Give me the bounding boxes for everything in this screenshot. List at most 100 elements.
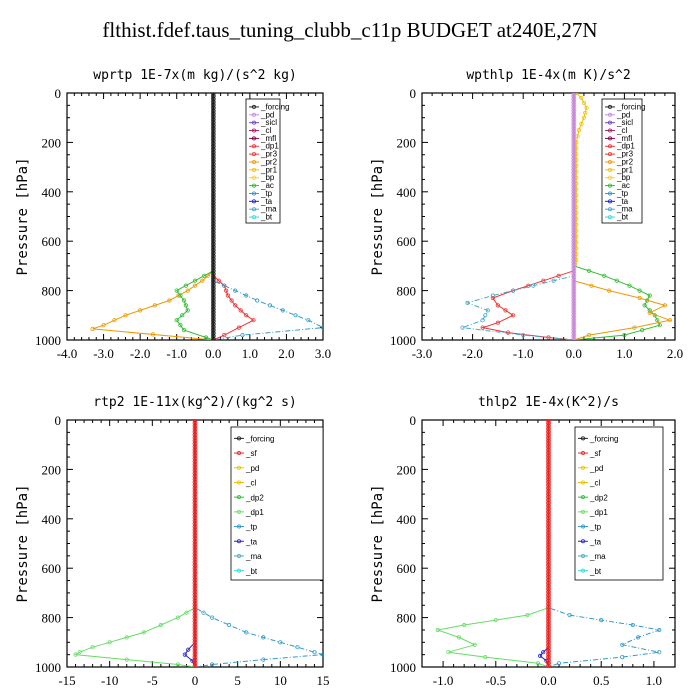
data-point — [495, 303, 500, 308]
legend-marker — [581, 539, 586, 544]
data-point — [192, 530, 198, 536]
data-point — [210, 304, 216, 309]
data-point — [192, 447, 198, 453]
data-point — [571, 292, 577, 297]
data-point — [571, 182, 577, 188]
data-point — [546, 432, 551, 438]
data-point — [184, 610, 189, 615]
data-point — [546, 512, 551, 518]
data-point — [124, 657, 129, 662]
data-point — [192, 601, 198, 607]
legend-entry: _ma — [616, 205, 633, 214]
legend-entry: _dp2 — [589, 493, 608, 502]
data-point — [210, 206, 216, 211]
data-point — [225, 293, 230, 298]
data-point — [185, 308, 190, 313]
data-point — [571, 149, 577, 155]
legend: _forcing_pd_sicl_cl_mfl_dp1_pr3_pr2_pr1_… — [601, 98, 645, 224]
y-tick-label: 200 — [42, 462, 62, 477]
data-point — [73, 652, 78, 657]
y-tick-label: 0 — [55, 413, 62, 428]
data-point — [229, 298, 234, 303]
y-tick-label: 400 — [397, 512, 417, 527]
x-tick-label: -5 — [147, 673, 158, 688]
legend-entry: _pr3 — [616, 150, 634, 159]
data-point — [571, 200, 577, 206]
data-point — [192, 625, 198, 630]
legend-box — [574, 426, 664, 581]
data-point — [192, 545, 198, 550]
data-point — [192, 619, 198, 624]
data-point — [192, 503, 198, 509]
data-point — [210, 221, 216, 226]
data-point — [210, 146, 216, 152]
data-point — [192, 473, 198, 479]
data-point — [192, 482, 198, 488]
legend-marker — [236, 465, 241, 470]
data-point — [255, 298, 260, 303]
data-point — [192, 616, 198, 621]
data-point — [546, 631, 551, 636]
data-point — [546, 657, 551, 663]
data-point — [192, 426, 198, 432]
legend-marker — [608, 120, 613, 125]
data-point — [210, 114, 216, 120]
data-point — [571, 212, 577, 217]
legend-entry: _dp1 — [616, 142, 635, 151]
data-point — [158, 622, 163, 628]
data-point — [456, 635, 461, 640]
data-point — [510, 288, 516, 293]
legend-entry: _cl — [245, 479, 256, 488]
data-point — [192, 580, 198, 586]
data-point — [647, 310, 652, 315]
y-tick-label: 200 — [397, 462, 417, 477]
data-point — [192, 479, 198, 485]
legend-entry: _sicl — [616, 118, 633, 127]
x-tick-label: 2.0 — [278, 346, 294, 361]
data-point — [571, 99, 577, 105]
data-point — [546, 441, 551, 447]
data-point — [571, 203, 577, 209]
data-point — [571, 268, 577, 274]
data-point — [320, 652, 323, 657]
y-tick-label: 200 — [397, 135, 417, 150]
x-tick-label: -3.0 — [93, 346, 114, 361]
legend-marker — [581, 509, 586, 514]
data-point — [571, 256, 577, 262]
data-point — [216, 278, 221, 283]
data-point — [320, 325, 323, 330]
y-tick-label: 600 — [397, 234, 417, 249]
data-point — [546, 420, 551, 426]
data-point — [192, 465, 198, 470]
data-point — [192, 610, 198, 616]
data-point — [210, 182, 216, 188]
data-point — [261, 635, 266, 640]
legend-entry: _ta — [616, 197, 629, 206]
data-point — [546, 628, 551, 633]
data-point — [657, 650, 662, 655]
data-point — [150, 332, 155, 337]
data-point — [175, 615, 180, 620]
data-point — [210, 238, 216, 244]
data-point — [571, 262, 577, 268]
data-point — [224, 288, 229, 293]
data-point — [571, 194, 577, 200]
data-point — [233, 288, 238, 293]
data-point — [571, 312, 577, 318]
data-point — [210, 218, 216, 223]
data-point — [546, 438, 551, 444]
data-point — [210, 298, 216, 303]
data-point — [192, 636, 198, 642]
data-point — [244, 313, 249, 318]
legend-marker — [608, 136, 613, 141]
legend-marker — [581, 524, 586, 529]
data-point — [123, 313, 128, 318]
data-point — [571, 188, 577, 194]
data-point — [546, 633, 551, 639]
data-point — [647, 293, 652, 298]
data-point — [210, 226, 216, 232]
data-point — [192, 607, 198, 613]
data-point — [192, 444, 198, 450]
data-point — [192, 539, 198, 544]
legend-marker — [236, 451, 241, 456]
